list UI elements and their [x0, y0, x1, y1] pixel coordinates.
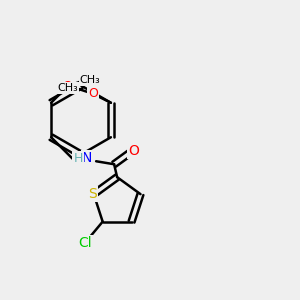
Text: H: H [74, 152, 83, 165]
Text: O: O [63, 80, 73, 93]
Text: O: O [128, 144, 139, 158]
Text: CH₃: CH₃ [57, 83, 78, 93]
Text: CH₃: CH₃ [80, 75, 101, 85]
Text: N: N [82, 151, 92, 165]
Text: S: S [88, 187, 97, 201]
Text: Cl: Cl [78, 236, 92, 250]
Text: O: O [88, 87, 98, 100]
